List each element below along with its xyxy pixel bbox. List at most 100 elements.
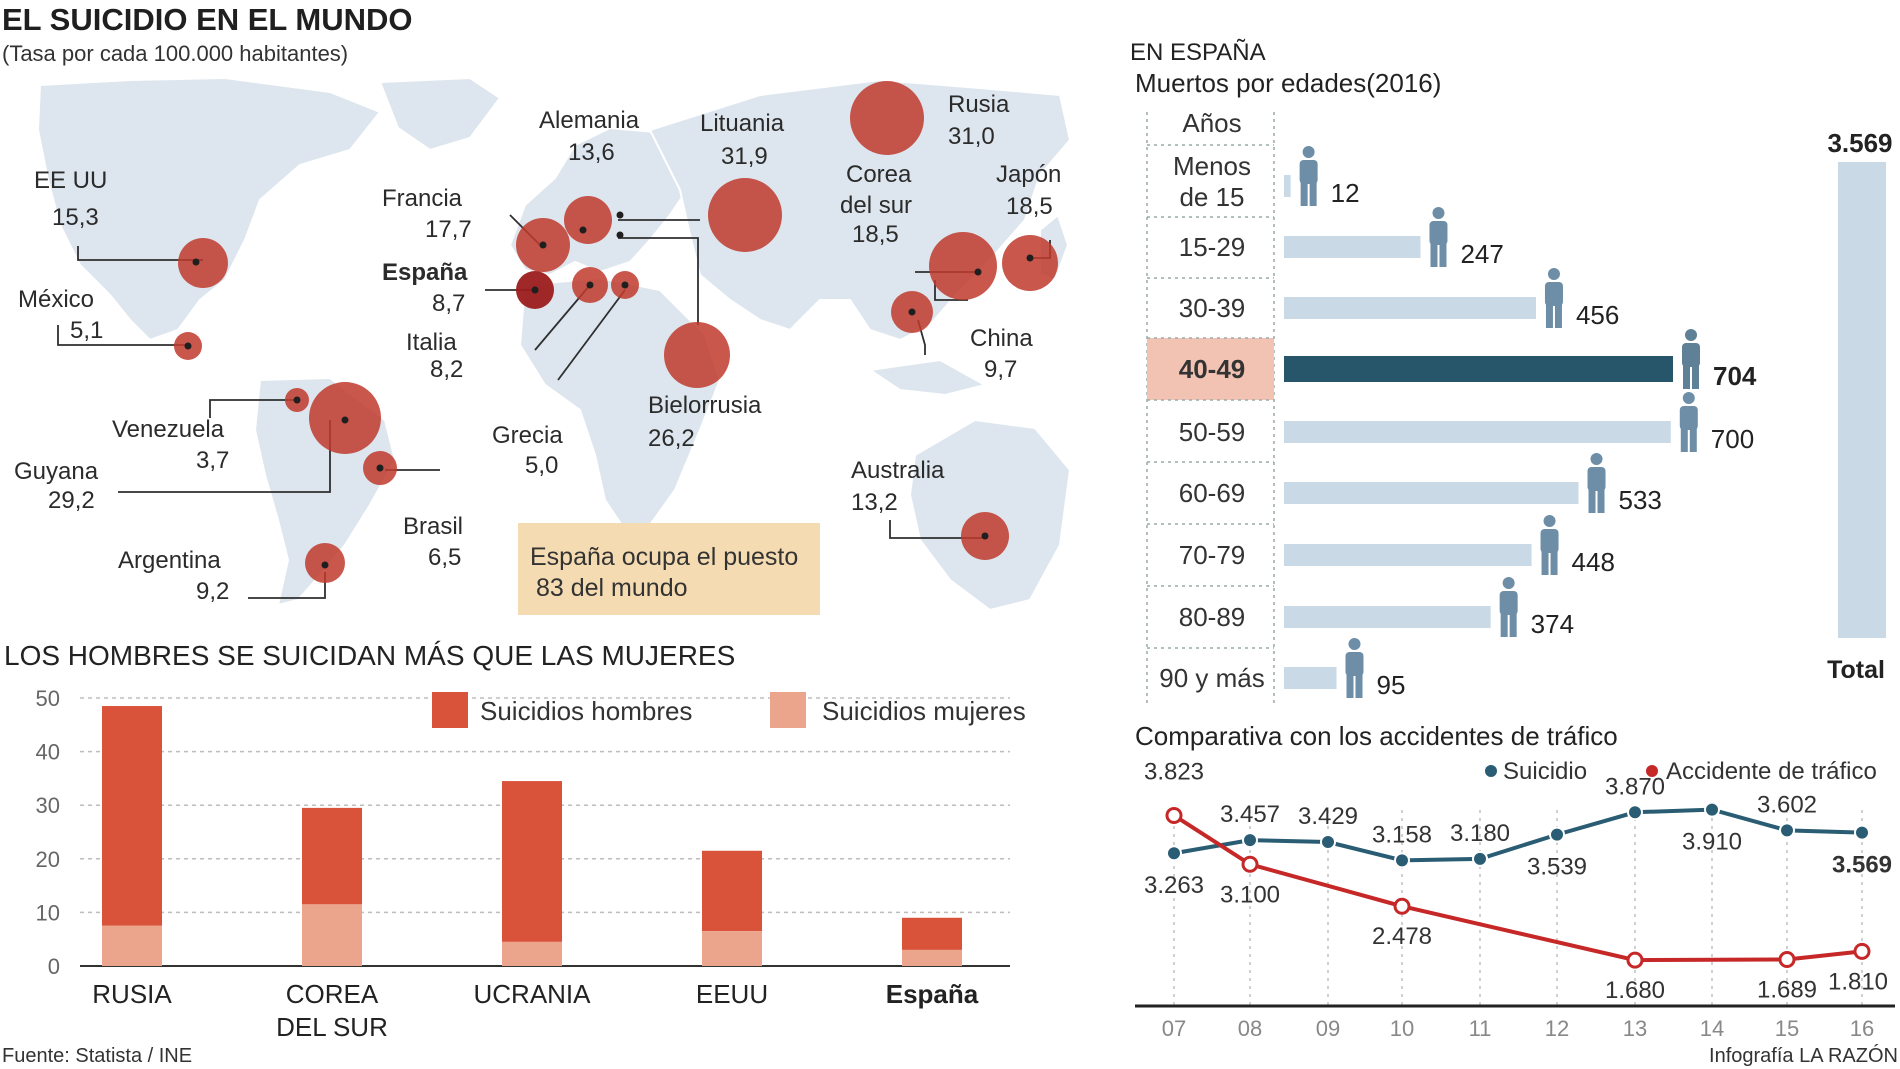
gender-chart-bars xyxy=(102,706,962,966)
bar-men xyxy=(902,917,962,950)
label-corea-line1: Corea xyxy=(846,161,912,188)
traffic-point xyxy=(1778,950,1796,968)
person-icon xyxy=(1682,329,1700,389)
traffic-value-label: 1.680 xyxy=(1605,977,1665,1004)
age-label: 40-49 xyxy=(1179,354,1246,384)
age-value-label: 448 xyxy=(1572,547,1615,577)
x-tick-label: 12 xyxy=(1545,1016,1569,1041)
category-label: DEL SUR xyxy=(276,1012,388,1042)
person-icon xyxy=(1429,207,1448,267)
label-china-name: China xyxy=(970,325,1033,352)
age-label: 70-79 xyxy=(1179,540,1246,570)
x-tick-label: 09 xyxy=(1316,1016,1340,1041)
label-italia-value: 8,2 xyxy=(430,356,463,383)
ranking-note: España ocupa el puesto 83 del mundo xyxy=(518,523,820,615)
label-mexico-name: México xyxy=(18,286,94,313)
traffic-point xyxy=(1853,942,1871,960)
age-label: 15-29 xyxy=(1179,232,1246,262)
age-bar xyxy=(1284,667,1337,689)
label-bielorrusia-name: Bielorrusia xyxy=(648,392,762,419)
age-value-label: 704 xyxy=(1713,361,1757,391)
suicide-point xyxy=(1704,801,1720,818)
label-rusia-value: 31,0 xyxy=(948,123,995,150)
spain-subheading: Muertos por edades(2016) xyxy=(1135,68,1441,98)
age-bar xyxy=(1284,236,1421,258)
label-venezuela-name: Venezuela xyxy=(112,416,225,443)
gender-chart-grid: 0 10 20 30 40 50 xyxy=(36,686,1010,979)
suicide-point xyxy=(1472,850,1488,867)
legend-swatch-men xyxy=(432,692,468,728)
suicide-point xyxy=(1320,834,1336,851)
label-italia-name: Italia xyxy=(406,329,457,356)
person-icon xyxy=(1587,453,1606,513)
gender-chart-title: LOS HOMBRES SE SUICIDAN MÁS QUE LAS MUJE… xyxy=(4,640,735,671)
bar-women xyxy=(502,941,562,966)
label-australia-name: Australia xyxy=(851,457,945,484)
x-tick-label: 14 xyxy=(1700,1016,1724,1041)
label-guyana-name: Guyana xyxy=(14,458,99,485)
bar-men xyxy=(302,807,362,905)
person-icon xyxy=(1679,392,1698,452)
traffic-point xyxy=(1626,951,1644,969)
label-brasil-name: Brasil xyxy=(403,513,463,540)
traffic-value-label: 2.478 xyxy=(1372,923,1432,950)
suicide-value-label: 3.263 xyxy=(1144,872,1204,899)
x-tick-label: 10 xyxy=(1390,1016,1414,1041)
person-icon xyxy=(1299,146,1318,206)
age-bar xyxy=(1284,297,1536,319)
age-label: 30-39 xyxy=(1179,293,1246,323)
category-label: UCRANIA xyxy=(473,979,591,1009)
source-note: Fuente: Statista / INE xyxy=(2,1045,192,1067)
y-tick-label: 30 xyxy=(36,793,60,818)
credit-note: Infografía LA RAZÓN xyxy=(1709,1044,1898,1067)
label-lituania-value: 31,9 xyxy=(721,143,768,170)
age-label: 90 y más xyxy=(1159,663,1265,693)
age-value-label: 247 xyxy=(1460,239,1503,269)
age-value-label: 700 xyxy=(1711,424,1754,454)
x-tick-label: 13 xyxy=(1623,1016,1647,1041)
label-mexico-value: 5,1 xyxy=(70,317,103,344)
map-north-america xyxy=(36,76,382,342)
label-australia-value: 13,2 xyxy=(851,489,898,516)
suicide-value-label: 3.870 xyxy=(1605,773,1665,800)
age-bar xyxy=(1284,482,1579,504)
suicide-point xyxy=(1242,832,1258,849)
legend-dot-suicidio xyxy=(1485,765,1497,777)
map-greenland xyxy=(378,76,502,152)
label-espana-value: 8,7 xyxy=(432,290,465,317)
bar-women xyxy=(702,931,762,966)
suicide-value-label: 3.539 xyxy=(1527,854,1587,881)
age-bar xyxy=(1284,175,1291,197)
bar-women xyxy=(102,925,162,966)
x-tick-label: 16 xyxy=(1850,1016,1874,1041)
label-francia-name: Francia xyxy=(382,185,463,212)
total-label: Total xyxy=(1827,656,1885,684)
bubble-rusia xyxy=(850,81,924,155)
y-tick-label: 50 xyxy=(36,686,60,711)
x-tick-label: 07 xyxy=(1162,1016,1186,1041)
label-china-value: 9,7 xyxy=(984,356,1017,383)
age-label: Menos xyxy=(1173,151,1251,181)
legend-label-women: Suicidios mujeres xyxy=(822,696,1026,726)
map-bubble-dots xyxy=(184,211,1034,569)
traffic-value-label: 1.689 xyxy=(1757,976,1817,1003)
map-labels: EE UU 15,3 México 5,1 Venezuela 3,7 Guya… xyxy=(14,91,1061,605)
y-tick-label: 0 xyxy=(48,954,60,979)
bar-men xyxy=(702,850,762,932)
label-lituania-name: Lituania xyxy=(700,110,785,137)
person-icon xyxy=(1544,268,1563,328)
category-label: España xyxy=(886,979,979,1009)
label-rusia-name: Rusia xyxy=(948,91,1010,118)
label-argentina-name: Argentina xyxy=(118,547,221,574)
suicide-value-label: 3.180 xyxy=(1450,820,1510,847)
label-corea-line2: del sur xyxy=(840,192,912,219)
bubble-bielorrusia xyxy=(664,322,730,388)
age-label: 60-69 xyxy=(1179,478,1246,508)
y-tick-label: 10 xyxy=(36,900,60,925)
bar-women xyxy=(902,949,962,966)
label-argentina-value: 9,2 xyxy=(196,578,229,605)
traffic-value-label: 3.100 xyxy=(1220,881,1280,908)
suicide-point xyxy=(1166,845,1182,862)
person-icon xyxy=(1540,515,1559,575)
